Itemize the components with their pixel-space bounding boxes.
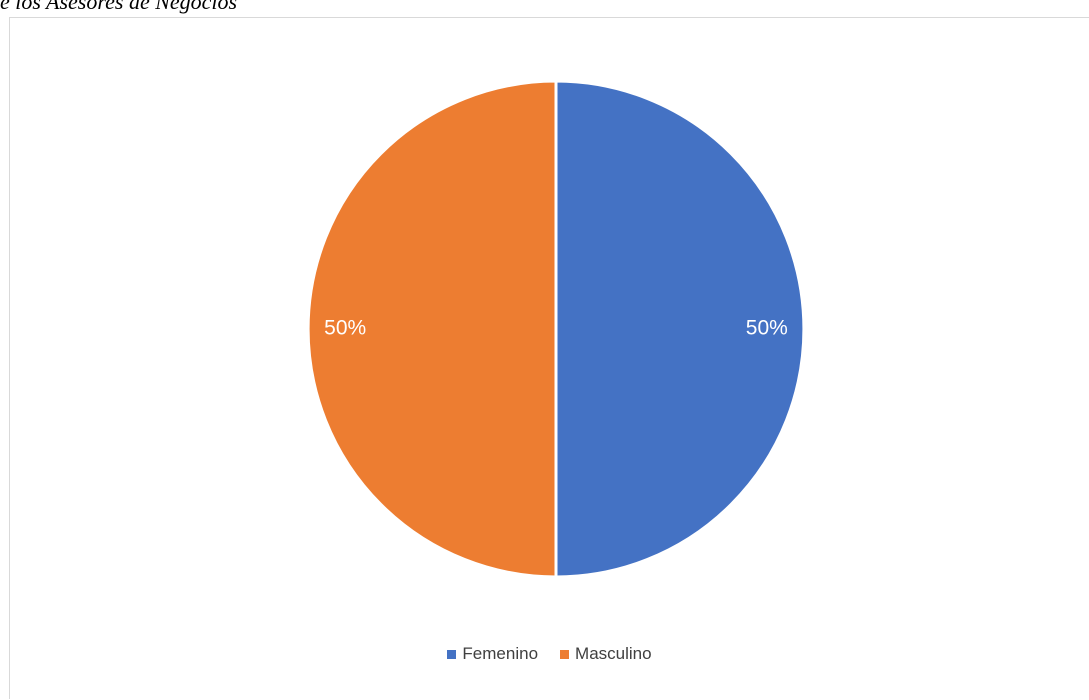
legend-item-femenino: Femenino <box>447 644 538 664</box>
legend-label-femenino: Femenino <box>462 644 539 663</box>
legend-swatch-femenino <box>447 649 457 659</box>
pie-chart: 50% 50% <box>306 79 806 579</box>
figure-caption: e los Asesores de Negocios <box>0 0 238 14</box>
legend-label-masculino: Masculino <box>575 644 652 663</box>
pie-slice-femenino <box>554 79 806 579</box>
legend-item-masculino: Masculino <box>560 644 652 664</box>
data-label-femenino: 50% <box>746 317 788 340</box>
data-label-masculino: 50% <box>324 317 366 340</box>
chart-area: 50% 50% Femenino Masculino <box>9 17 1089 699</box>
legend-swatch-masculino <box>560 649 570 659</box>
pie-slice-masculino <box>306 79 558 579</box>
chart-legend: Femenino Masculino <box>10 644 1089 664</box>
